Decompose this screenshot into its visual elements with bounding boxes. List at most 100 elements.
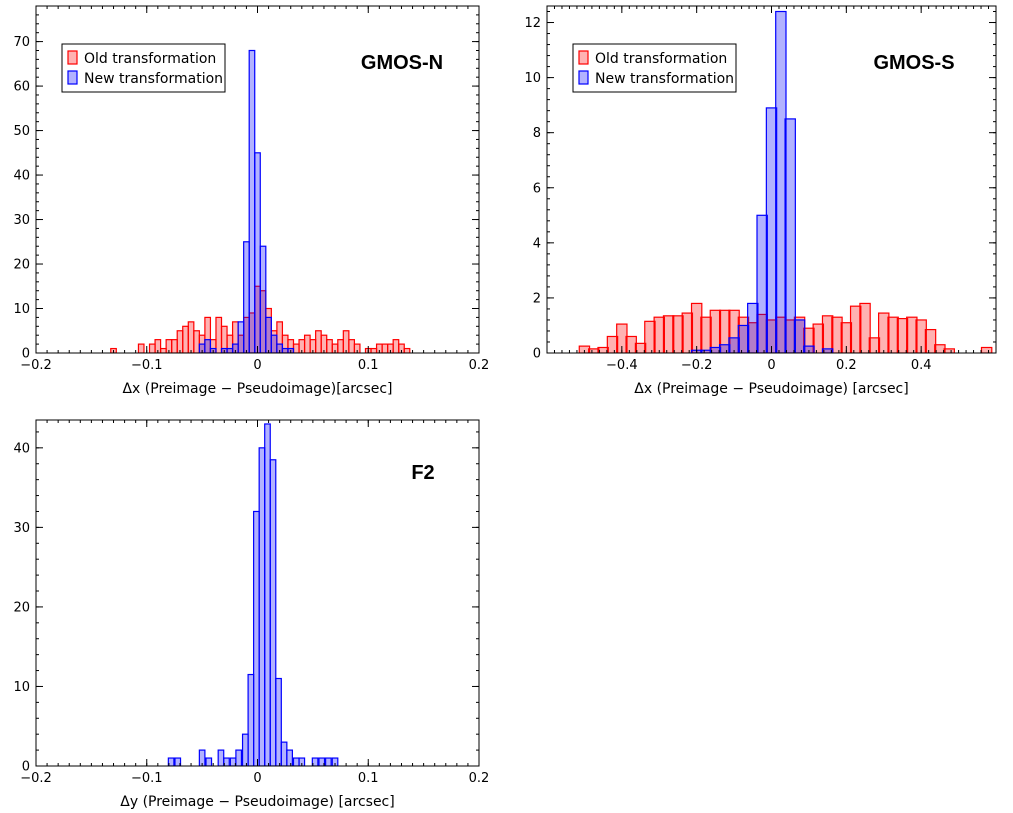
old-bar (896, 317, 909, 353)
old-bar (653, 316, 665, 353)
x-tick-label: −0.1 (131, 771, 163, 786)
x-tick-label: −0.1 (131, 358, 163, 373)
bars-group (578, 10, 993, 353)
old-bar (878, 312, 890, 353)
new-bar (217, 749, 225, 766)
y-tick-label: 10 (524, 71, 541, 86)
panel-title: F2 (411, 462, 434, 484)
old-bar (176, 330, 184, 353)
x-tick-label: 0.1 (358, 358, 379, 373)
new-bar (254, 152, 261, 353)
old-bar (193, 330, 200, 353)
new-bar (747, 302, 759, 353)
old-bar (831, 316, 843, 353)
x-tick-label: 0.2 (836, 358, 857, 373)
x-tick-label: −0.2 (20, 771, 52, 786)
legend-swatch-new (578, 70, 589, 85)
old-bar (353, 343, 361, 353)
y-tick-label: 30 (13, 213, 30, 228)
panel-title: GMOS-S (873, 52, 954, 74)
x-tick-label: 0.2 (469, 771, 490, 786)
new-bar (258, 447, 266, 766)
legend-label: New transformation (595, 71, 734, 87)
legend-swatch-old (578, 50, 589, 65)
old-bar (342, 330, 350, 353)
y-tick-label: 12 (524, 16, 541, 31)
old-bar (915, 319, 927, 353)
legend-label: New transformation (84, 71, 223, 87)
x-tick-label: −0.2 (681, 358, 713, 373)
x-tick-label: −0.2 (20, 358, 52, 373)
new-bar (784, 118, 796, 353)
panel-title: GMOS-N (361, 52, 443, 74)
old-bar (588, 348, 600, 353)
old-bar (906, 316, 918, 353)
legend-label: Old transformation (595, 51, 727, 67)
x-tick-label: 0.4 (911, 358, 932, 373)
y-tick-label: 60 (13, 80, 30, 95)
old-bar (859, 302, 871, 353)
new-bar (269, 459, 277, 766)
old-bar (644, 320, 656, 353)
new-bar (198, 749, 206, 766)
y-tick-label: 0 (533, 347, 541, 362)
old-bar (887, 316, 899, 353)
old-bar (849, 305, 862, 353)
x-axis-label: Δy (Preimage − Pseudoimage) [arcsec] (120, 794, 394, 810)
old-bar (337, 339, 344, 353)
old-bar (303, 334, 311, 353)
old-bar (625, 335, 637, 353)
old-bar (672, 315, 684, 353)
old-bar (348, 339, 356, 353)
y-tick-label: 2 (533, 291, 541, 306)
new-bar (793, 319, 806, 353)
new-bar (718, 344, 731, 353)
x-tick-label: 0.2 (469, 358, 490, 373)
old-bar (403, 347, 411, 353)
old-bar (681, 312, 694, 353)
new-bar (756, 214, 768, 353)
old-bar (868, 337, 881, 353)
x-tick-label: 0.1 (358, 771, 379, 786)
y-tick-label: 20 (13, 258, 30, 273)
y-tick-label: 40 (13, 169, 30, 184)
y-tick-label: 40 (13, 441, 30, 456)
old-bar (187, 321, 195, 353)
old-bar (700, 316, 712, 353)
new-bar (247, 673, 255, 766)
y-tick-label: 0 (22, 347, 30, 362)
y-tick-label: 70 (13, 35, 30, 50)
new-bar (775, 10, 787, 353)
old-bar (980, 346, 993, 353)
legend-box (572, 43, 737, 93)
panel-gmos-s: −0.4 −0.2 0 0.2 0.4 0 2 4 6 8 10 12 Δx (Preimage − P… (524, 5, 997, 397)
legend-box (61, 43, 226, 93)
old-bar (606, 335, 619, 353)
old-bar (182, 325, 189, 353)
new-bar (265, 316, 272, 353)
y-tick-label: 20 (13, 600, 30, 615)
bars-group (167, 423, 339, 766)
new-bar (204, 339, 212, 353)
panel-gmos-n: −0.2 −0.1 0 0.1 0.2 0 10 20 30 40 50 60 70 Δx (Preima… (13, 5, 490, 397)
y-tick-label: 10 (13, 302, 30, 317)
new-bar (270, 334, 278, 353)
old-bar (148, 343, 156, 353)
new-bar (292, 757, 300, 766)
new-bar (243, 241, 250, 353)
new-bar (237, 321, 245, 353)
legend-swatch-old (67, 50, 78, 65)
old-bar (137, 343, 145, 353)
legend-swatch-new (67, 70, 78, 85)
x-tick-label: 0 (767, 358, 775, 373)
y-tick-label: 30 (13, 521, 30, 536)
x-axis-label: Δx (Preimage − Pseudoimage) [arcsec] (634, 381, 908, 397)
old-bar (326, 339, 333, 353)
old-bar (315, 330, 322, 353)
y-tick-label: 6 (533, 181, 541, 196)
y-tick-label: 50 (13, 124, 30, 139)
new-bar (280, 741, 288, 766)
panel-f2: −0.2 −0.1 0 0.1 0.2 0 10 20 30 40 Δy (Preimage − P… (13, 419, 490, 810)
legend-label: Old transformation (84, 51, 216, 67)
